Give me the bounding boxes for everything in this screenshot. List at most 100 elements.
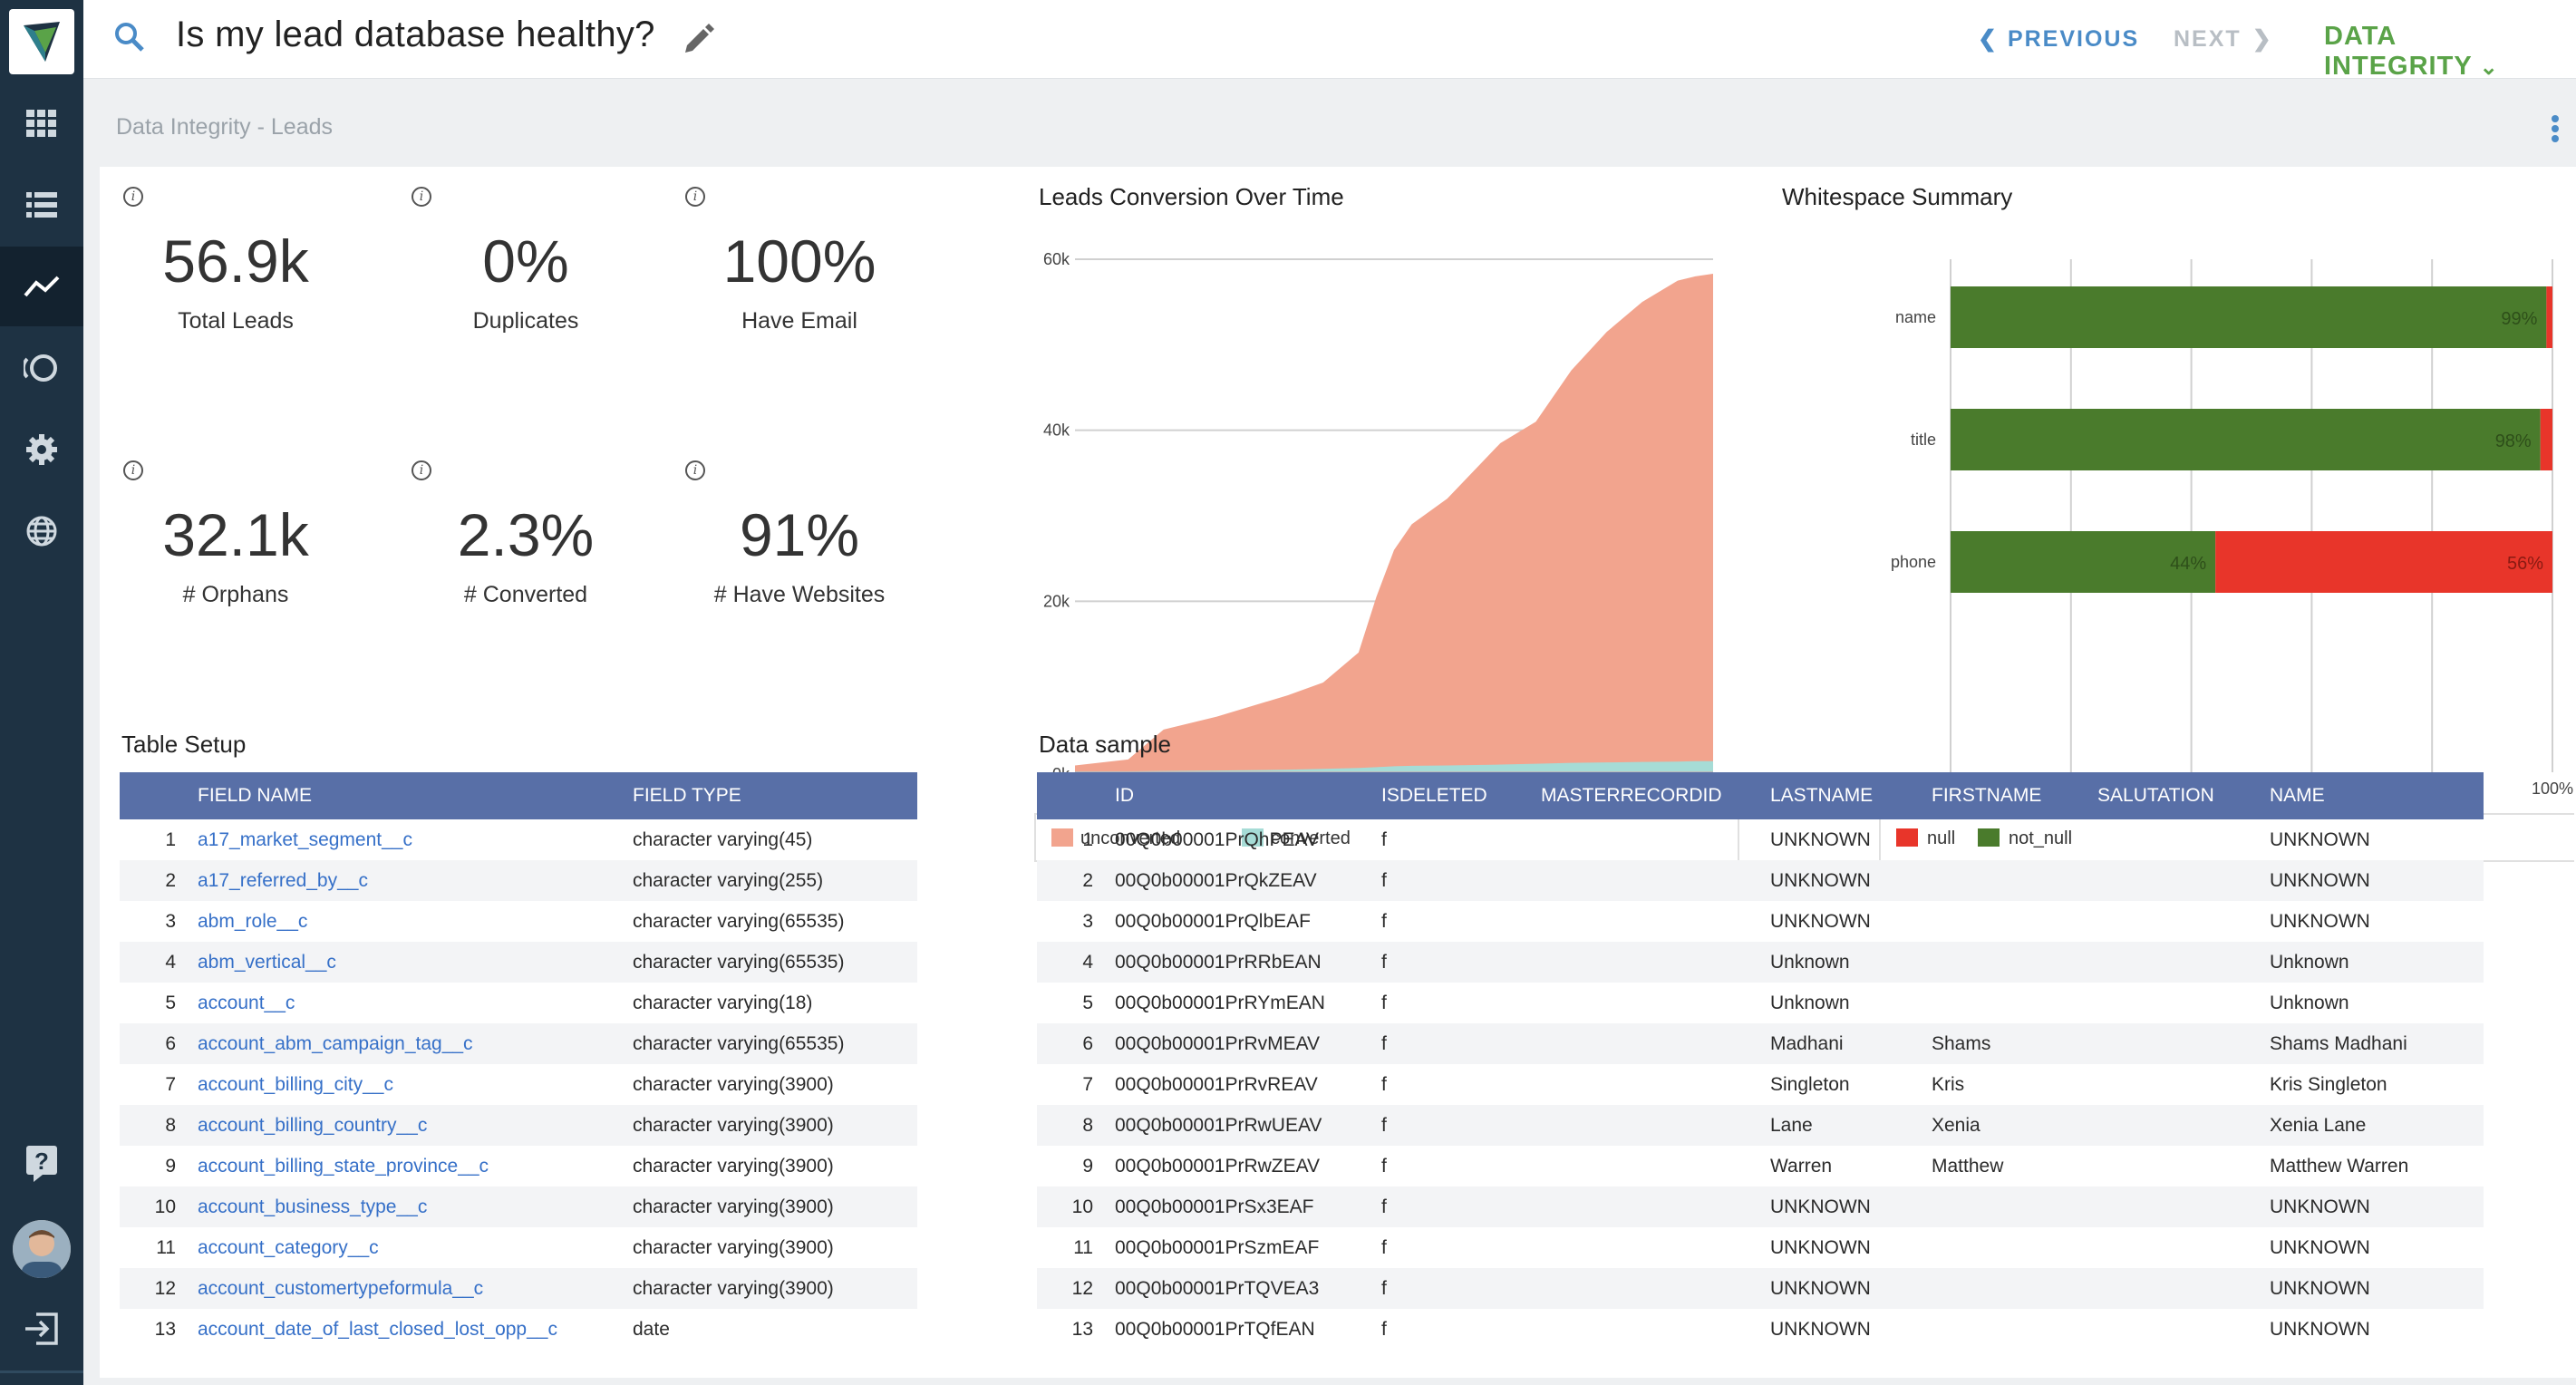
row-index: 6 [120, 1023, 198, 1064]
data-sample-table: ID ISDELETED MASTERRECORDID LASTNAME FIR… [1037, 772, 2484, 1350]
chat-icon[interactable] [0, 328, 83, 408]
previous-button[interactable]: ❮ PREVIOUS [1978, 26, 2140, 52]
info-icon[interactable]: i [123, 460, 143, 480]
cell-name: UNKNOWN [2270, 910, 2370, 932]
row-index: 2 [1037, 860, 1115, 901]
field-name-link[interactable]: abm_vertical__c [198, 942, 633, 983]
field-name-link[interactable]: account__c [198, 992, 295, 1013]
legend-swatch-not-null [1978, 828, 2000, 847]
cell-firstname: Matthew [1932, 1155, 2004, 1177]
table-row[interactable]: 10 00Q0b00001PrSx3EAF f UNKNOWN UNKNOWN [1037, 1186, 2484, 1227]
table-row[interactable]: 7 00Q0b00001PrRvREAV f Singleton Kris Kris Si… [1037, 1064, 2484, 1105]
gear-icon[interactable] [0, 410, 83, 489]
field-type: character varying(3900) [633, 1155, 834, 1177]
kebab-menu-icon[interactable] [2551, 114, 2560, 148]
edit-pencil-icon[interactable] [682, 22, 714, 59]
kpi-have-websites: 91% # Have Websites [663, 500, 935, 608]
next-button[interactable]: NEXT ❯ [2174, 26, 2273, 52]
bar-data-label: 56% [2507, 554, 2543, 574]
logo-icon[interactable] [9, 9, 74, 74]
table-row[interactable]: 4 abm_vertical__c character varying(65535) [120, 942, 917, 983]
field-name-link[interactable]: account_category__c [198, 1236, 379, 1258]
table-row[interactable]: 13 account_date_of_last_closed_lost_opp__… [120, 1309, 917, 1350]
field-name-link[interactable]: account_business_type__c [198, 1186, 633, 1227]
table-row[interactable]: 3 00Q0b00001PrQlbEAF f UNKNOWN UNKNOWN [1037, 901, 2484, 942]
table-row[interactable]: 11 00Q0b00001PrSzmEAF f UNKNOWN UNKNOWN [1037, 1227, 2484, 1268]
data-integrity-dropdown[interactable]: DATA INTEGRITY ⌄ [2324, 22, 2499, 81]
cell-lastname: Warren [1770, 1155, 1833, 1177]
row-index: 10 [1037, 1186, 1115, 1227]
table-row[interactable]: 13 00Q0b00001PrTQfEAN f UNKNOWN UNKNOWN [1037, 1309, 2484, 1350]
col-header-masterrecordid[interactable]: MASTERRECORDID [1541, 772, 1770, 819]
table-row[interactable]: 9 account_billing_state_province__c charac… [120, 1146, 917, 1186]
cell-masterrecordid [1541, 1146, 1770, 1186]
cell-firstname [1932, 1268, 2097, 1309]
field-name-link[interactable]: account_billing_country__c [198, 1105, 633, 1146]
cell-name: UNKNOWN [2270, 1186, 2484, 1227]
col-header-lastname[interactable]: LASTNAME [1770, 772, 1932, 819]
field-name-link[interactable]: abm_role__c [198, 910, 308, 932]
cell-lastname: UNKNOWN [1770, 1318, 1871, 1340]
search-icon[interactable] [114, 22, 145, 57]
col-header-isdeleted[interactable]: ISDELETED [1381, 772, 1541, 819]
field-type: character varying(3900) [633, 1268, 917, 1309]
cell-firstname [1932, 983, 2097, 1023]
info-icon[interactable]: i [123, 187, 143, 207]
table-row[interactable]: 6 00Q0b00001PrRvMEAV f Madhani Shams Shams Ma… [1037, 1023, 2484, 1064]
table-row[interactable]: 2 a17_referred_by__c character varying(255… [120, 860, 917, 901]
info-icon[interactable]: i [412, 460, 431, 480]
col-header-name[interactable]: NAME [2270, 772, 2484, 819]
info-icon[interactable]: i [685, 187, 705, 207]
trend-line-icon[interactable] [0, 247, 83, 326]
cell-lastname: UNKNOWN [1770, 1186, 1932, 1227]
table-row[interactable]: 9 00Q0b00001PrRwZEAV f Warren Matthew Matthew… [1037, 1146, 2484, 1186]
table-row[interactable]: 5 00Q0b00001PrRYmEAN f Unknown Unknown [1037, 983, 2484, 1023]
top-bar: Is my lead database healthy? ❮ PREVIOUS N… [83, 0, 2576, 81]
table-row[interactable]: 7 account_billing_city__c character varyin… [120, 1064, 917, 1105]
cell-firstname [1932, 860, 2097, 901]
help-icon[interactable]: ? [0, 1124, 83, 1204]
table-row[interactable]: 11 account_category__c character varying(3… [120, 1227, 917, 1268]
table-row[interactable]: 10 account_business_type__c character vary… [120, 1186, 917, 1227]
field-name-link[interactable]: account_date_of_last_closed_lost_opp__c [198, 1318, 557, 1340]
col-header-firstname[interactable]: FIRSTNAME [1932, 772, 2097, 819]
table-row[interactable]: 4 00Q0b00001PrRRbEAN f Unknown Unknown [1037, 942, 2484, 983]
col-header-salutation[interactable]: SALUTATION [2097, 772, 2270, 819]
table-row[interactable]: 1 a17_market_segment__c character varying(… [120, 819, 917, 860]
row-index: 8 [1037, 1105, 1115, 1146]
cell-name: UNKNOWN [2270, 1236, 2370, 1258]
field-name-link[interactable]: account_customertypeformula__c [198, 1268, 633, 1309]
kpi-converted: 2.3% # Converted [390, 500, 662, 608]
table-row[interactable]: 1 00Q0b00001PrQhPEAV f UNKNOWN UNKNOWN [1037, 819, 2484, 860]
col-header-field-type[interactable]: FIELD TYPE [633, 772, 917, 819]
kpi-have-email: 100% Have Email [663, 227, 935, 334]
field-name-link[interactable]: a17_market_segment__c [198, 828, 412, 850]
cell-name: UNKNOWN [2270, 860, 2484, 901]
globe-icon[interactable] [0, 491, 83, 571]
field-name-link[interactable]: a17_referred_by__c [198, 860, 633, 901]
col-header-id[interactable]: ID [1115, 772, 1381, 819]
table-row[interactable]: 2 00Q0b00001PrQkZEAV f UNKNOWN UNKNOWN [1037, 860, 2484, 901]
table-row[interactable]: 3 abm_role__c character varying(65535) [120, 901, 917, 942]
list-icon[interactable] [0, 165, 83, 245]
table-header-row: FIELD NAME FIELD TYPE [120, 772, 917, 819]
kpi-value: 32.1k [162, 501, 309, 568]
cell-name: Xenia Lane [2270, 1105, 2484, 1146]
table-row[interactable]: 12 00Q0b00001PrTQVEA3 f UNKNOWN UNKNOWN [1037, 1268, 2484, 1309]
table-row[interactable]: 6 account_abm_campaign_tag__c character va… [120, 1023, 917, 1064]
table-row[interactable]: 12 account_customertypeformula__c characte… [120, 1268, 917, 1309]
field-name-link[interactable]: account_billing_state_province__c [198, 1155, 489, 1177]
cell-salutation [2097, 942, 2270, 983]
dashboard-grid-icon[interactable] [0, 83, 83, 163]
table-row[interactable]: 5 account__c character varying(18) [120, 983, 917, 1023]
avatar[interactable] [13, 1220, 71, 1278]
info-icon[interactable]: i [685, 460, 705, 480]
col-header-field-name[interactable]: FIELD NAME [198, 772, 633, 819]
field-type: character varying(3900) [633, 1186, 917, 1227]
field-name-link[interactable]: account_billing_city__c [198, 1073, 393, 1095]
info-icon[interactable]: i [412, 187, 431, 207]
logout-icon[interactable] [0, 1289, 83, 1369]
table-row[interactable]: 8 00Q0b00001PrRwUEAV f Lane Xenia Xenia Lane [1037, 1105, 2484, 1146]
table-row[interactable]: 8 account_billing_country__c character var… [120, 1105, 917, 1146]
field-name-link[interactable]: account_abm_campaign_tag__c [198, 1023, 633, 1064]
